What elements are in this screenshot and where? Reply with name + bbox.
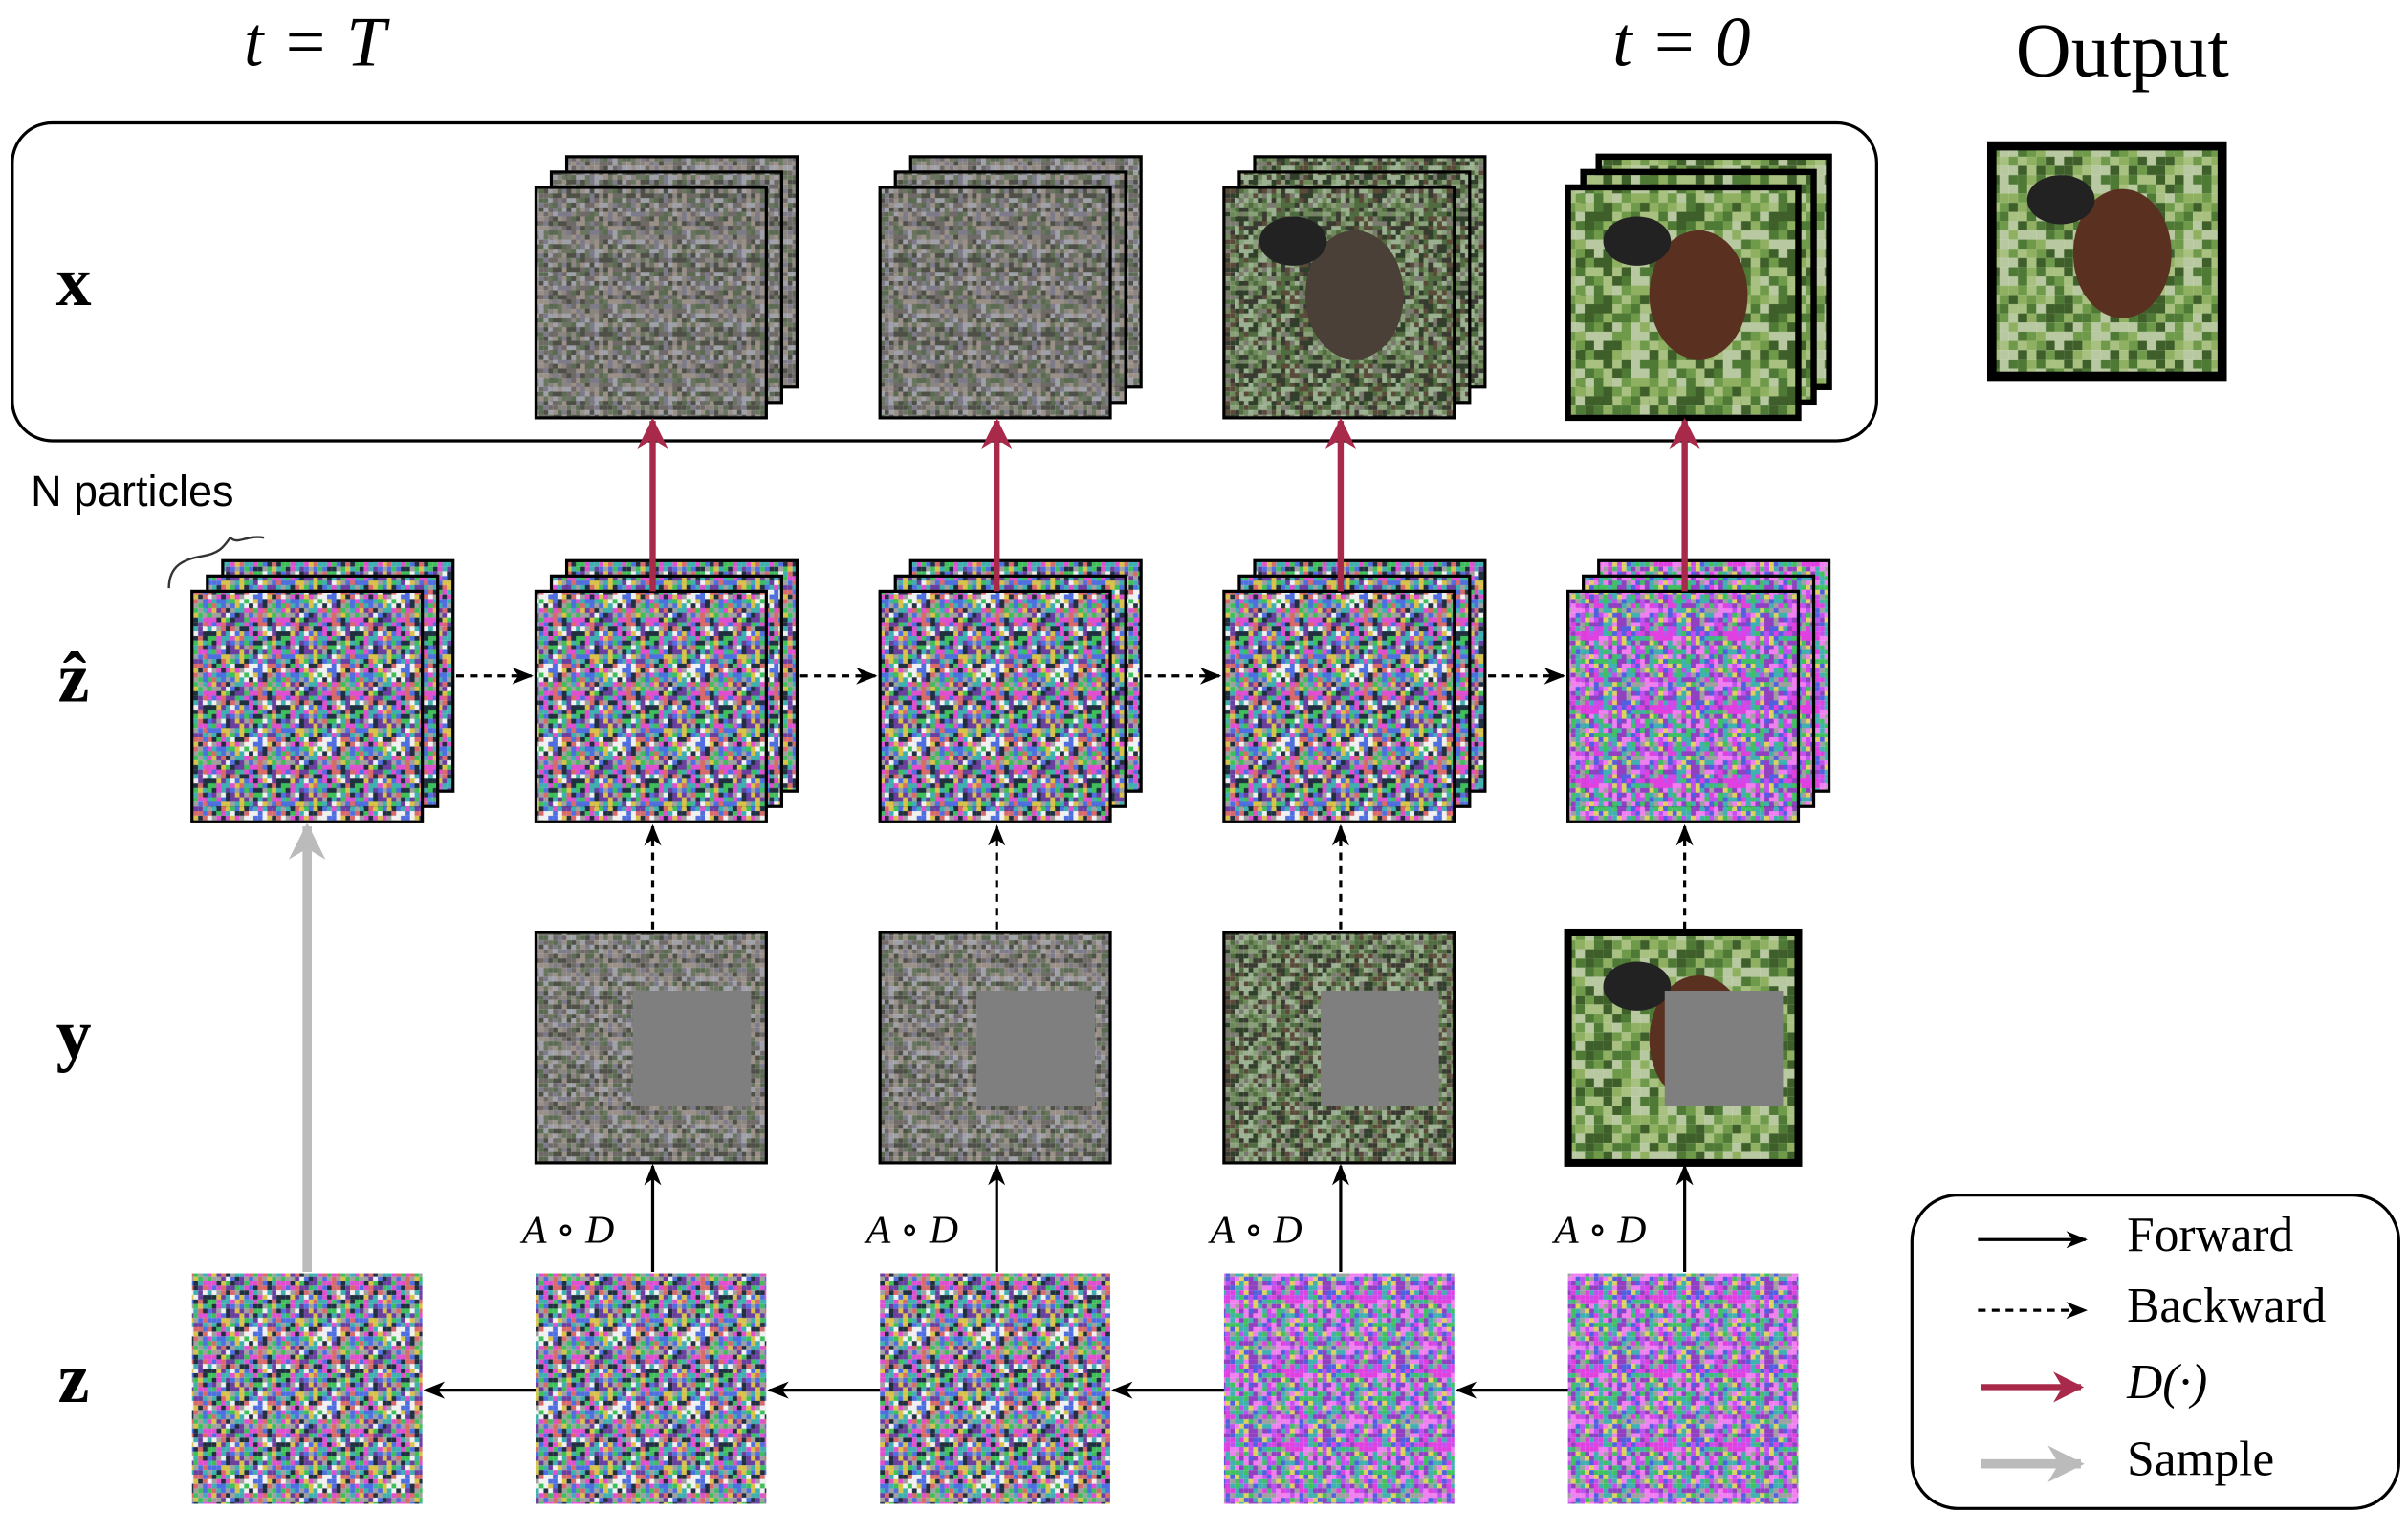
operator-label: A ∘ D xyxy=(1551,1208,1646,1252)
row-label-y: y xyxy=(56,995,92,1073)
brace xyxy=(167,536,265,589)
image xyxy=(191,1273,423,1504)
legend-label: Forward xyxy=(2127,1208,2293,1262)
image xyxy=(1223,1273,1455,1504)
image xyxy=(1222,589,1456,823)
row-label-z: z xyxy=(58,1339,90,1417)
particles-note: N particles xyxy=(31,467,233,515)
operator-label: A ∘ D xyxy=(519,1208,614,1252)
legend-label: D(·) xyxy=(2126,1355,2207,1410)
time-start: t = T xyxy=(244,2,390,80)
time-end: t = 0 xyxy=(1612,2,1750,80)
mask-square xyxy=(632,991,752,1106)
bird-head xyxy=(1603,961,1672,1011)
operator-label: A ∘ D xyxy=(864,1208,958,1252)
bird-head xyxy=(2026,175,2095,225)
bird-body xyxy=(1649,230,1748,360)
operator-label: A ∘ D xyxy=(1207,1208,1302,1252)
image xyxy=(878,186,1112,420)
image xyxy=(1565,589,1801,823)
row-label-x: x xyxy=(56,242,92,320)
bird-head xyxy=(1603,216,1672,266)
image xyxy=(190,589,425,823)
bird-head xyxy=(1259,216,1327,266)
image xyxy=(878,589,1112,823)
legend-label: Backward xyxy=(2127,1279,2327,1333)
image xyxy=(534,589,768,823)
image xyxy=(880,1273,1111,1504)
mask-square xyxy=(1321,991,1439,1106)
mask-square xyxy=(1664,991,1784,1106)
legend-box xyxy=(1910,1194,2400,1510)
bird-body xyxy=(2072,188,2172,318)
image xyxy=(1986,141,2227,382)
row-label-z-hat: ẑ xyxy=(58,638,90,716)
x-group-box xyxy=(11,120,1878,443)
image xyxy=(536,1273,767,1504)
image xyxy=(1567,1273,1799,1504)
legend-label: Sample xyxy=(2127,1433,2274,1487)
mask-square xyxy=(976,991,1095,1106)
bird-body xyxy=(1304,230,1404,360)
image xyxy=(1222,186,1456,420)
output-title: Output xyxy=(2016,8,2229,93)
image xyxy=(534,186,768,420)
images-and-arrows xyxy=(190,141,2227,1504)
